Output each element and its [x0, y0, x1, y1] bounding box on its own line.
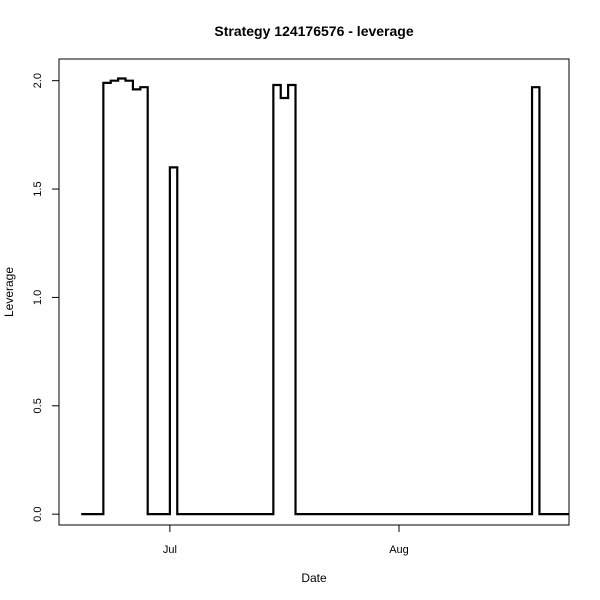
chart-title: Strategy 124176576 - leverage: [214, 23, 413, 39]
x-axis-label: Date: [301, 571, 327, 585]
y-axis-label: Leverage: [2, 267, 16, 317]
x-tick-label: Aug: [389, 544, 409, 556]
y-tick-label: 2.0: [32, 73, 44, 88]
y-tick-label: 0.0: [32, 507, 44, 522]
x-tick-label: Jul: [163, 544, 177, 556]
leverage-series-line: [81, 77, 569, 516]
y-tick-label: 1.0: [32, 290, 44, 305]
y-tick-label: 1.5: [32, 181, 44, 196]
x-axis: Jul Aug: [163, 524, 409, 556]
y-axis: 0.0 0.5 1.0 1.5 2.0: [32, 73, 60, 522]
y-tick-label: 0.5: [32, 398, 44, 413]
